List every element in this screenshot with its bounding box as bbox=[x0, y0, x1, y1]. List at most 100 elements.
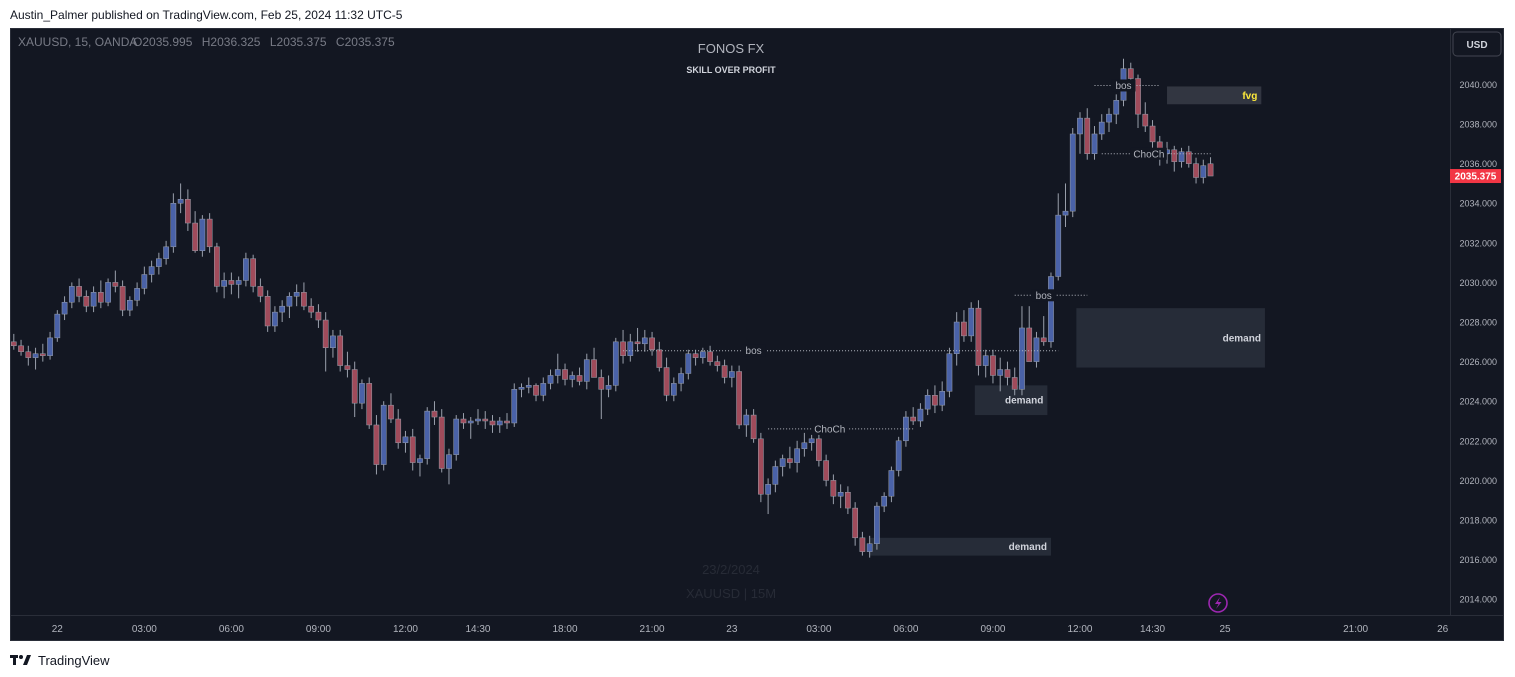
candle-body bbox=[504, 420, 510, 424]
bos-label: bos bbox=[746, 346, 762, 357]
candle-body bbox=[1142, 113, 1149, 127]
annotation-bg bbox=[1130, 147, 1167, 160]
candle-body bbox=[656, 349, 663, 368]
candle-body bbox=[141, 274, 148, 289]
legend-open: 2035.995 bbox=[142, 35, 192, 49]
chart-panel[interactable]: XAUUSD, 15, OANDA O2035.995 H2036.325 L2… bbox=[10, 28, 1504, 641]
candle-body bbox=[888, 470, 895, 497]
candle-body bbox=[816, 438, 822, 461]
candle-body bbox=[1040, 337, 1047, 343]
candle-body bbox=[156, 258, 162, 267]
candle bbox=[214, 242, 220, 293]
candle bbox=[250, 254, 256, 293]
candle bbox=[496, 417, 503, 433]
candle bbox=[163, 240, 169, 265]
candle bbox=[939, 381, 946, 412]
y-tick-label: 2024.000 bbox=[1459, 397, 1497, 407]
candle bbox=[837, 484, 844, 509]
candle-body bbox=[830, 480, 837, 497]
candle bbox=[1091, 126, 1098, 160]
candle-body bbox=[199, 218, 206, 252]
candle bbox=[1200, 159, 1207, 184]
x-tick-label: 14:30 bbox=[465, 624, 490, 635]
candle bbox=[126, 296, 133, 317]
candle bbox=[859, 531, 866, 556]
candle bbox=[910, 407, 917, 425]
published-text: Austin_Palmer published on TradingView.c… bbox=[10, 8, 403, 22]
demand-zone-label: demand bbox=[1009, 542, 1047, 553]
candle-body bbox=[286, 296, 293, 307]
candle-body bbox=[620, 341, 626, 356]
candle bbox=[772, 460, 779, 493]
candle bbox=[148, 260, 155, 283]
candle bbox=[605, 375, 612, 398]
candle bbox=[453, 415, 460, 461]
candle bbox=[765, 478, 771, 515]
candle-body bbox=[946, 353, 953, 392]
time-axis[interactable]: 22 03:00 06:00 09:00 12:00 14:30 18:00 21:00 23 0… bbox=[52, 624, 1449, 635]
candle-body bbox=[250, 258, 256, 287]
candle-body bbox=[119, 286, 126, 311]
candle bbox=[1178, 147, 1185, 168]
candle bbox=[25, 345, 32, 366]
candle-body bbox=[105, 282, 111, 303]
legend-low: 2035.375 bbox=[277, 35, 327, 49]
candle-body bbox=[924, 395, 931, 410]
candle bbox=[1019, 306, 1025, 396]
candle-body bbox=[467, 420, 474, 424]
candle bbox=[808, 434, 815, 451]
candle-body bbox=[1127, 68, 1134, 79]
candle-body bbox=[460, 418, 467, 424]
footer-brand[interactable]: TradingView bbox=[10, 651, 110, 669]
candle-body bbox=[395, 418, 402, 444]
candle bbox=[982, 349, 989, 378]
price-axis[interactable]: 2014.000 2016.000 2018.000 2020.000 2022.000… bbox=[1459, 80, 1497, 605]
candle-body bbox=[1011, 377, 1018, 390]
zones-layer: demand demand demand fvg bbox=[869, 86, 1265, 556]
candle-body bbox=[765, 484, 771, 495]
candle bbox=[598, 369, 605, 420]
y-tick-label: 2030.000 bbox=[1459, 278, 1497, 288]
candle-body bbox=[1077, 117, 1083, 135]
candle bbox=[823, 454, 829, 487]
candle bbox=[395, 409, 402, 449]
candle-body bbox=[272, 311, 278, 327]
candle bbox=[373, 415, 380, 475]
lightning-icon[interactable] bbox=[1208, 593, 1228, 613]
candle-body bbox=[18, 345, 24, 352]
candle-body bbox=[417, 458, 423, 463]
candle bbox=[1033, 331, 1040, 368]
candle bbox=[728, 365, 735, 388]
x-tick-label: 14:30 bbox=[1140, 624, 1165, 635]
candle-body bbox=[533, 385, 539, 396]
candle bbox=[170, 193, 177, 253]
candle-body bbox=[1135, 78, 1141, 115]
candle bbox=[866, 535, 873, 558]
fvg-zone bbox=[1167, 86, 1262, 105]
candle bbox=[134, 282, 140, 307]
candle-body bbox=[794, 448, 800, 463]
candle bbox=[670, 377, 677, 402]
candle bbox=[1026, 306, 1033, 362]
candle-body bbox=[301, 292, 307, 307]
candle-body bbox=[975, 307, 982, 366]
bos-label: bos bbox=[1115, 81, 1131, 92]
candle-body bbox=[997, 369, 1004, 376]
candle bbox=[185, 189, 191, 231]
candle-body bbox=[61, 301, 68, 315]
candle bbox=[1142, 102, 1149, 132]
candle bbox=[308, 298, 315, 319]
demand-zone bbox=[974, 385, 1048, 416]
candle bbox=[917, 403, 924, 427]
tradingview-logo-icon bbox=[10, 655, 31, 665]
candlestick-chart[interactable]: XAUUSD, 15, OANDA O2035.995 H2036.325 L2… bbox=[10, 29, 1503, 640]
candle-body bbox=[707, 351, 713, 362]
candle bbox=[801, 432, 808, 457]
publisher-bar: Austin_Palmer published on TradingView.c… bbox=[0, 0, 1515, 28]
legend-close: 2035.375 bbox=[345, 35, 395, 49]
candle-body bbox=[939, 391, 946, 406]
candle-body bbox=[591, 359, 597, 378]
candle-body bbox=[177, 199, 184, 204]
currency-button[interactable]: USD bbox=[1452, 31, 1502, 57]
candle bbox=[351, 361, 358, 418]
